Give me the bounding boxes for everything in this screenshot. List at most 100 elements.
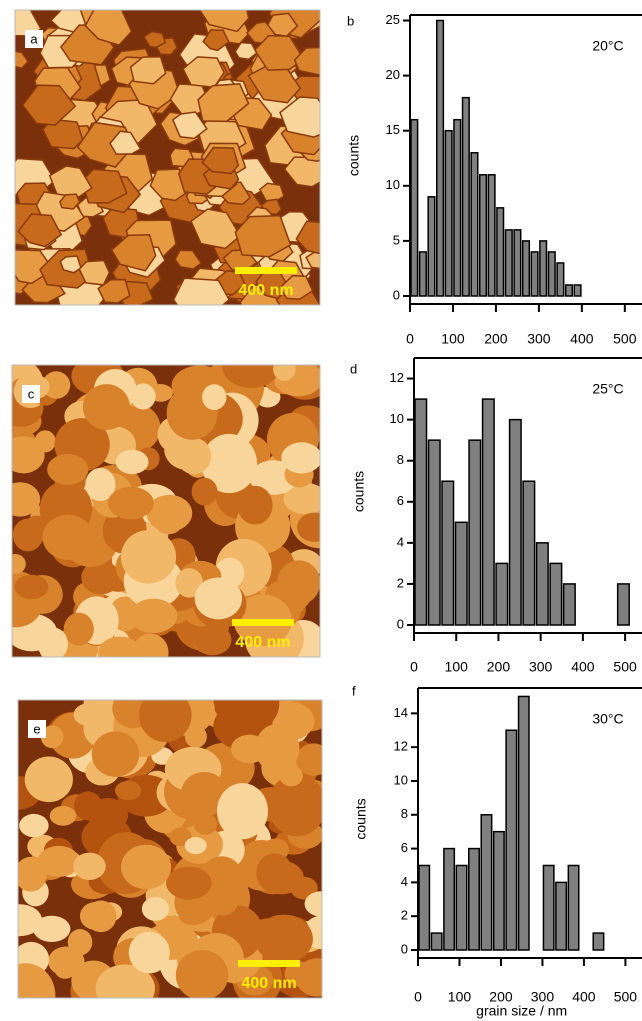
- grain: [107, 486, 154, 520]
- grain: [202, 384, 227, 411]
- bar: [418, 864, 431, 951]
- afm-image: [15, 10, 320, 305]
- y-tick-label: 4: [397, 534, 404, 549]
- bar: [441, 480, 455, 626]
- grain: [120, 844, 172, 890]
- bar: [549, 562, 563, 626]
- grain: [279, 96, 320, 138]
- grain: [132, 633, 169, 657]
- grain: [166, 866, 212, 900]
- grain: [17, 213, 63, 248]
- y-tick-label: 12: [394, 739, 408, 754]
- y-tick-label: 25: [386, 12, 400, 27]
- grain: [259, 860, 304, 895]
- bar: [487, 174, 496, 297]
- grain: [180, 771, 228, 817]
- grain: [18, 908, 35, 930]
- bar: [453, 118, 462, 297]
- y-tick-label: 6: [401, 840, 408, 855]
- bar: [535, 542, 549, 626]
- y-tick-label: 10: [386, 177, 400, 192]
- grain: [109, 130, 142, 155]
- x-tick-label: 100: [448, 989, 472, 1005]
- grain: [129, 598, 178, 634]
- grain: [14, 574, 49, 600]
- bar: [530, 251, 539, 297]
- grain: [79, 902, 112, 930]
- grain: [216, 783, 269, 840]
- grain: [32, 915, 71, 942]
- grain: [279, 274, 314, 300]
- y-tick-label: 6: [397, 493, 404, 508]
- bar: [430, 932, 443, 951]
- grain: [208, 884, 239, 916]
- grain: [175, 568, 204, 598]
- grain: [12, 553, 26, 575]
- y-tick-label: 2: [397, 575, 404, 590]
- frame: [17, 699, 323, 999]
- grain: [97, 278, 131, 304]
- grain: [190, 208, 242, 250]
- grain: [82, 384, 130, 430]
- grain: [175, 950, 229, 998]
- grain: [176, 437, 212, 475]
- bar: [592, 932, 605, 951]
- frame: [14, 9, 321, 306]
- grain: [184, 837, 207, 855]
- panel-label-box: [22, 385, 40, 403]
- x-tick-label: 100: [441, 331, 465, 347]
- grain: [81, 560, 121, 595]
- grain: [12, 518, 44, 552]
- grain: [49, 806, 77, 826]
- bar: [522, 480, 536, 626]
- grain: [139, 700, 192, 743]
- grain: [15, 50, 30, 70]
- y-axis-label: counts: [346, 135, 362, 176]
- panel-label: b: [347, 13, 354, 28]
- bar: [492, 830, 505, 951]
- grain: [130, 383, 156, 410]
- y-tick-label: 0: [397, 616, 404, 631]
- grain: [304, 891, 322, 917]
- grain: [19, 813, 49, 838]
- x-tick-label: 400: [571, 659, 595, 675]
- bar: [539, 240, 548, 297]
- grain: [98, 636, 142, 657]
- bar: [418, 251, 427, 297]
- bar: [562, 583, 576, 626]
- grain: [202, 856, 241, 891]
- grain: [254, 914, 313, 964]
- grain: [234, 214, 292, 258]
- bar: [470, 151, 479, 297]
- panel-label: f: [352, 683, 356, 698]
- y-tick-label: 10: [394, 772, 408, 787]
- grain: [95, 964, 155, 998]
- grain: [171, 111, 208, 140]
- x-tick-label: 500: [613, 659, 637, 675]
- panel-label: d: [350, 361, 357, 376]
- bar: [505, 729, 518, 951]
- x-tick-label: 300: [527, 331, 551, 347]
- grain: [59, 255, 82, 274]
- x-tick-label: 200: [487, 659, 511, 675]
- y-tick-label: 12: [390, 370, 404, 385]
- panel-label: c: [28, 386, 35, 401]
- grain: [234, 41, 258, 61]
- grain: [297, 512, 320, 542]
- scale-bar: [232, 619, 294, 626]
- annotation: 20°C: [592, 38, 623, 54]
- x-tick-label: 300: [529, 659, 553, 675]
- grain: [37, 627, 68, 657]
- y-tick-label: 2: [401, 908, 408, 923]
- grain: [296, 743, 322, 776]
- grain: [91, 731, 140, 777]
- grain: [115, 449, 149, 475]
- bar: [496, 207, 505, 297]
- grain: [12, 482, 41, 517]
- bar: [555, 881, 568, 951]
- y-tick-label: 8: [397, 452, 404, 467]
- grain: [172, 277, 231, 305]
- panel-label: a: [30, 31, 38, 46]
- grain: [281, 442, 320, 474]
